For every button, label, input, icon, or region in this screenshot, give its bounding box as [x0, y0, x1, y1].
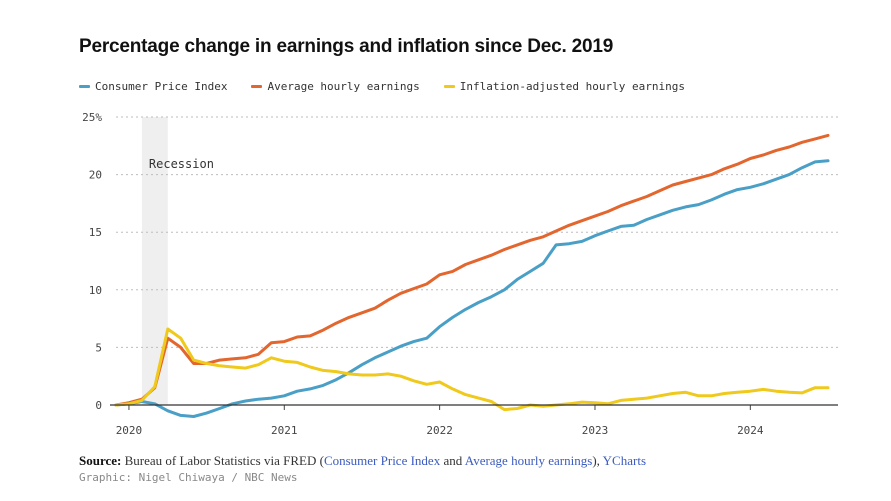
earnings-source-link[interactable]: Average hourly earnings [464, 453, 593, 468]
legend-item-real-earnings: Inflation-adjusted hourly earnings [443, 80, 685, 93]
series-line-real-earnings [114, 327, 830, 412]
legend-swatch-real-earnings [443, 85, 455, 88]
x-tick-label: 2024 [737, 424, 764, 437]
y-tick-label: 15 [89, 226, 102, 239]
source-and: and [440, 453, 465, 468]
legend-label-earnings: Average hourly earnings [267, 80, 420, 93]
series-line-cpi [114, 159, 830, 418]
x-tick-label: 2022 [426, 424, 453, 437]
source-label: Source: [79, 453, 122, 468]
recession-label: Recession [149, 157, 214, 171]
ycharts-source-link[interactable]: YCharts [602, 453, 647, 468]
y-tick-label: 5 [95, 341, 102, 354]
legend: Consumer Price Index Average hourly earn… [79, 80, 685, 93]
cpi-source-link[interactable]: Consumer Price Index [323, 453, 441, 468]
source-text: Bureau of Labor Statistics via FRED ( [124, 453, 324, 468]
legend-label-real-earnings: Inflation-adjusted hourly earnings [459, 80, 685, 93]
source-note: Source: Bureau of Labor Statistics via F… [79, 453, 646, 469]
y-tick-label: 20 [89, 169, 102, 182]
legend-item-cpi: Consumer Price Index [79, 80, 227, 93]
source-close: ), [592, 453, 603, 468]
legend-label-cpi: Consumer Price Index [95, 80, 228, 93]
x-tick-label: 2023 [582, 424, 609, 437]
graphic-credit: Graphic: Nigel Chiwaya / NBC News [79, 471, 298, 484]
legend-item-earnings: Average hourly earnings [251, 80, 420, 93]
y-tick-label: 0 [95, 399, 102, 412]
y-tick-label: 25% [82, 111, 102, 124]
y-tick-label: 10 [89, 284, 102, 297]
x-tick-label: 2020 [116, 424, 143, 437]
legend-swatch-cpi [79, 85, 90, 88]
chart-title: Percentage change in earnings and inflat… [79, 36, 614, 57]
series-line-earnings [114, 133, 830, 407]
legend-swatch-earnings [251, 85, 263, 88]
x-tick-label: 2021 [271, 424, 298, 437]
